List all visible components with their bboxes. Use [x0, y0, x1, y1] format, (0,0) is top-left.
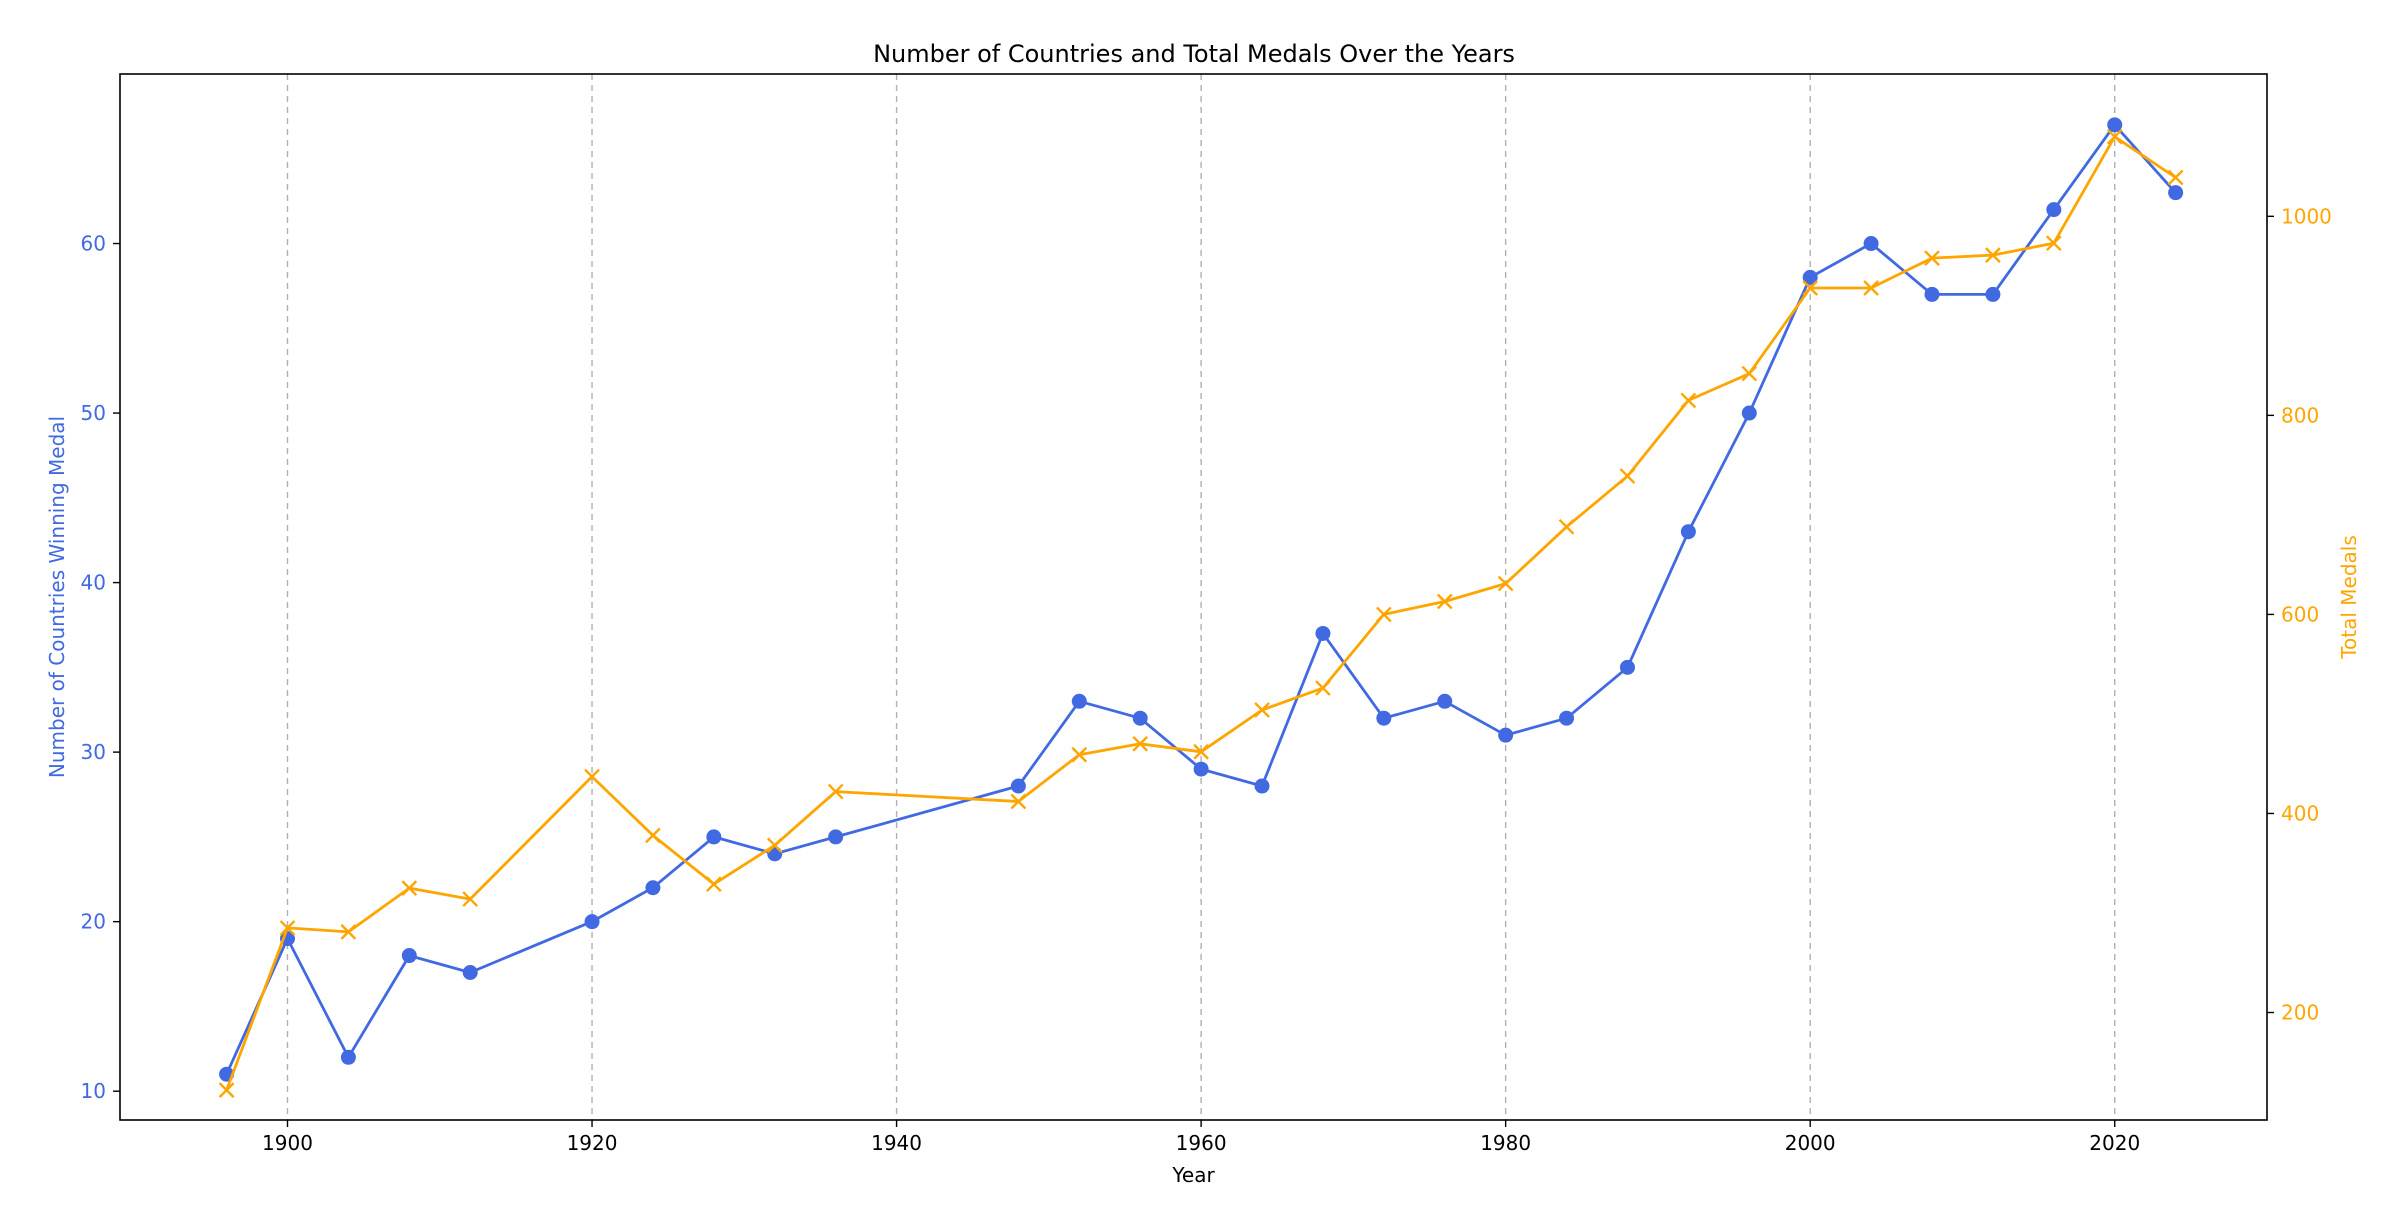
- data-point-right: [1375, 606, 1392, 623]
- data-point-right: [1071, 746, 1088, 763]
- plot-area-frame: [119, 73, 2268, 1121]
- data-point-right: [1985, 247, 2001, 263]
- data-point-left: [1559, 710, 1575, 726]
- x-tick-label: 1920: [567, 1131, 618, 1155]
- data-point-left: [401, 948, 417, 964]
- data-point-right: [401, 880, 418, 896]
- x-axis: 1900 1920 1940 1960 1980 2000 2020: [262, 1120, 2140, 1155]
- data-point-right: [1680, 392, 1697, 409]
- data-point-left: [706, 829, 722, 845]
- x-tick-label: 1940: [871, 1131, 922, 1155]
- data-point-right: [706, 876, 722, 892]
- x-tick-label: 1980: [1480, 1131, 1531, 1155]
- data-point-right: [2106, 128, 2123, 145]
- data-point-right: [1924, 250, 1940, 266]
- y-left-tick-label: 10: [81, 1079, 106, 1103]
- data-point-left: [1863, 236, 1879, 252]
- y-right-tick-label: 600: [2281, 602, 2319, 626]
- data-point-right: [218, 1082, 235, 1098]
- y-axis-right: 200 400 600 800 1000: [2267, 204, 2332, 1025]
- y-left-tick-label: 40: [81, 571, 106, 595]
- data-point-left: [1254, 778, 1270, 794]
- data-point-left: [1802, 269, 1818, 285]
- data-point-right: [1315, 680, 1331, 696]
- data-point-left: [1132, 710, 1148, 726]
- data-point-right: [584, 768, 600, 785]
- data-point-right: [1802, 280, 1819, 296]
- data-point-right: [2167, 169, 2184, 186]
- y-left-tick-label: 50: [81, 401, 106, 425]
- y-axis-right-title: Total Medals: [2337, 535, 2361, 660]
- grid-lines: [286, 74, 2116, 1120]
- data-point-right: [279, 920, 296, 936]
- data-point-right: [1558, 518, 1575, 535]
- data-point-right: [766, 837, 783, 854]
- series-right: [218, 128, 2184, 1098]
- data-point-right: [645, 827, 661, 844]
- data-point-left: [1924, 286, 1940, 302]
- data-point-left: [1315, 625, 1331, 641]
- series-line-left: [225, 123, 2177, 1075]
- data-point-right: [1741, 365, 1758, 382]
- x-tick-label: 1960: [1176, 1131, 1227, 1155]
- data-point-left: [584, 914, 600, 930]
- y-left-tick-label: 30: [81, 740, 106, 764]
- data-point-right: [462, 891, 479, 907]
- data-point-left: [1376, 710, 1392, 726]
- data-point-left: [2107, 117, 2123, 133]
- data-point-right: [2045, 235, 2062, 252]
- data-point-left: [2046, 202, 2062, 218]
- data-point-left: [462, 965, 478, 981]
- data-point-left: [1680, 524, 1696, 540]
- y-axis-left: 10 20 30 40 50 60: [81, 232, 120, 1103]
- data-point-left: [1071, 693, 1087, 709]
- series-left: [219, 117, 2184, 1082]
- x-tick-label: 2000: [1785, 1131, 1836, 1155]
- data-point-left: [1985, 286, 2001, 302]
- data-point-left: [1010, 778, 1026, 794]
- chart-title: Number of Countries and Total Medals Ove…: [873, 40, 1515, 68]
- data-point-left: [1193, 761, 1209, 777]
- data-point-left: [2168, 185, 2184, 201]
- y-right-tick-label: 400: [2281, 801, 2319, 825]
- data-point-left: [1619, 659, 1635, 675]
- data-point-right: [1436, 593, 1453, 610]
- x-axis-title: Year: [1171, 1163, 1215, 1187]
- data-point-right: [1254, 702, 1270, 718]
- data-point-right: [1863, 280, 1879, 296]
- data-point-right: [340, 924, 357, 940]
- data-point-left: [1437, 693, 1453, 709]
- y-right-tick-label: 1000: [2281, 204, 2332, 228]
- x-tick-label: 2020: [2089, 1131, 2140, 1155]
- data-point-right: [1193, 743, 1209, 760]
- data-point-right: [1497, 575, 1514, 592]
- series-line-right: [225, 135, 2177, 1091]
- data-point-right: [1010, 793, 1027, 810]
- data-point-left: [1741, 405, 1757, 421]
- series-layer: [218, 117, 2184, 1098]
- data-point-left: [1498, 727, 1514, 743]
- y-right-tick-label: 200: [2281, 1001, 2319, 1025]
- x-tick-label: 1900: [262, 1131, 313, 1155]
- y-axis-left-title: Number of Countries Winning Medal: [45, 416, 69, 778]
- y-left-tick-label: 60: [81, 232, 106, 256]
- data-point-right: [827, 783, 844, 800]
- data-point-right: [1619, 468, 1636, 484]
- data-point-right: [1132, 735, 1149, 752]
- data-point-left: [645, 880, 661, 896]
- data-point-left: [340, 1049, 356, 1065]
- y-right-tick-label: 800: [2281, 403, 2319, 427]
- data-point-left: [828, 829, 844, 845]
- y-left-tick-label: 20: [81, 910, 106, 934]
